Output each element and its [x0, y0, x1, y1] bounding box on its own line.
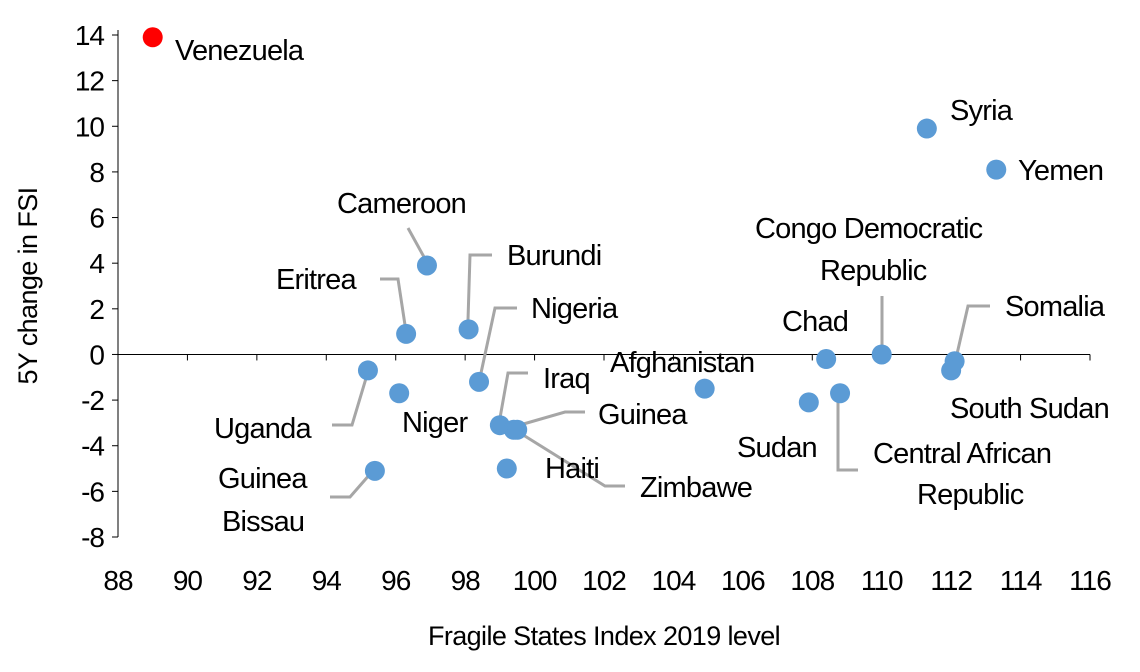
y-tick-label: 6 [89, 203, 104, 234]
y-tick-label: 2 [89, 294, 104, 325]
leader-line-zimbawe [511, 426, 625, 488]
point-afghanistan [694, 378, 715, 399]
label-south-sudan: South Sudan [950, 393, 1109, 425]
label-chad: Chad [782, 306, 848, 338]
point-guinea-bissau [364, 460, 385, 481]
label-nigeria: Nigeria [531, 293, 619, 325]
x-tick-label: 108 [790, 565, 834, 596]
label-guinea: Guinea [598, 399, 688, 431]
x-tick-label: 116 [1069, 565, 1111, 596]
y-tick-label: -4 [81, 431, 104, 462]
y-tick-label: 10 [75, 111, 105, 142]
y-tick-label: -2 [81, 385, 104, 416]
x-tick-label: 102 [582, 565, 626, 596]
point-chad [816, 349, 837, 370]
label-venezuela: Venezuela [175, 35, 305, 67]
point-nigeria [469, 371, 490, 392]
x-tick-label: 88 [103, 565, 133, 596]
point-yemen [986, 159, 1007, 180]
label-afghanistan: Afghanistan [610, 347, 754, 379]
leader-line-guinea [512, 410, 585, 429]
leader-line-cameroon [406, 227, 426, 258]
label-sudan: Sudan [737, 432, 817, 464]
label-cameroon: Cameroon [337, 188, 466, 220]
leader-line-burundi [466, 253, 492, 321]
x-tick-label: 100 [513, 565, 557, 596]
label-niger: Niger [402, 407, 468, 439]
label-syria: Syria [950, 95, 1014, 127]
x-tick-label: 106 [721, 565, 765, 596]
point-syria [916, 118, 937, 139]
x-tick-label: 112 [930, 565, 972, 596]
data-points [142, 27, 1007, 481]
x-tick-label: 114 [1000, 565, 1042, 596]
y-tick-label: 0 [89, 339, 104, 370]
label-burundi: Burundi [507, 240, 601, 272]
point-venezuela [142, 27, 163, 48]
leader-line-central-african-republic [836, 397, 858, 472]
label-somalia: Somalia [1005, 291, 1106, 323]
label-central-african-republic: Central African Republic [873, 438, 1051, 511]
label-eritrea: Eritrea [276, 264, 357, 296]
label-iraq: Iraq [543, 363, 590, 395]
x-tick-label: 90 [173, 565, 203, 596]
label-haiti: Haiti [545, 453, 599, 485]
point-niger [389, 383, 410, 404]
y-tick-label: 14 [75, 20, 105, 51]
point-zimbawe [507, 419, 528, 440]
y-tick-label: -6 [81, 476, 104, 507]
leader-line-eritrea [380, 277, 407, 326]
label-zimbawe: Zimbawe [640, 472, 752, 504]
x-tick-label: 110 [861, 565, 903, 596]
leader-lines [330, 227, 990, 499]
x-tick-label: 104 [652, 565, 696, 596]
label-guinea-bissau: Guinea Bissau [218, 463, 308, 538]
y-tick-label: -8 [81, 522, 104, 553]
x-axis-title: Fragile States Index 2019 level [428, 621, 780, 651]
leader-line-nigeria [479, 306, 517, 374]
label-uganda: Uganda [214, 413, 312, 445]
x-tick-label: 92 [242, 565, 272, 596]
x-tick-label: 94 [312, 565, 342, 596]
leader-line-uganda [332, 374, 369, 427]
y-axis-title: 5Y change in FSI [13, 187, 43, 384]
point-uganda [357, 360, 378, 381]
point-central-african-republic [830, 383, 851, 404]
point-cameroon [416, 255, 437, 276]
leader-line-guinea-bissau [330, 472, 373, 499]
point-haiti [496, 458, 517, 479]
point-burundi [458, 319, 479, 340]
y-tick-label: 12 [75, 66, 105, 97]
label-yemen: Yemen [1018, 155, 1103, 187]
y-tick-label: 8 [89, 157, 104, 188]
point-sudan [798, 392, 819, 413]
y-tick-label: 4 [89, 248, 104, 279]
label-congo-democratic-republic: Congo Democratic Republic [755, 213, 983, 287]
leader-line-somalia [955, 304, 990, 355]
point-congo-democratic-republic [871, 344, 892, 365]
point-south-sudan [941, 360, 962, 381]
point-eritrea [396, 323, 417, 344]
x-tick-label: 96 [381, 565, 411, 596]
leader-line-iraq [498, 371, 528, 419]
x-tick-label: 98 [451, 565, 481, 596]
